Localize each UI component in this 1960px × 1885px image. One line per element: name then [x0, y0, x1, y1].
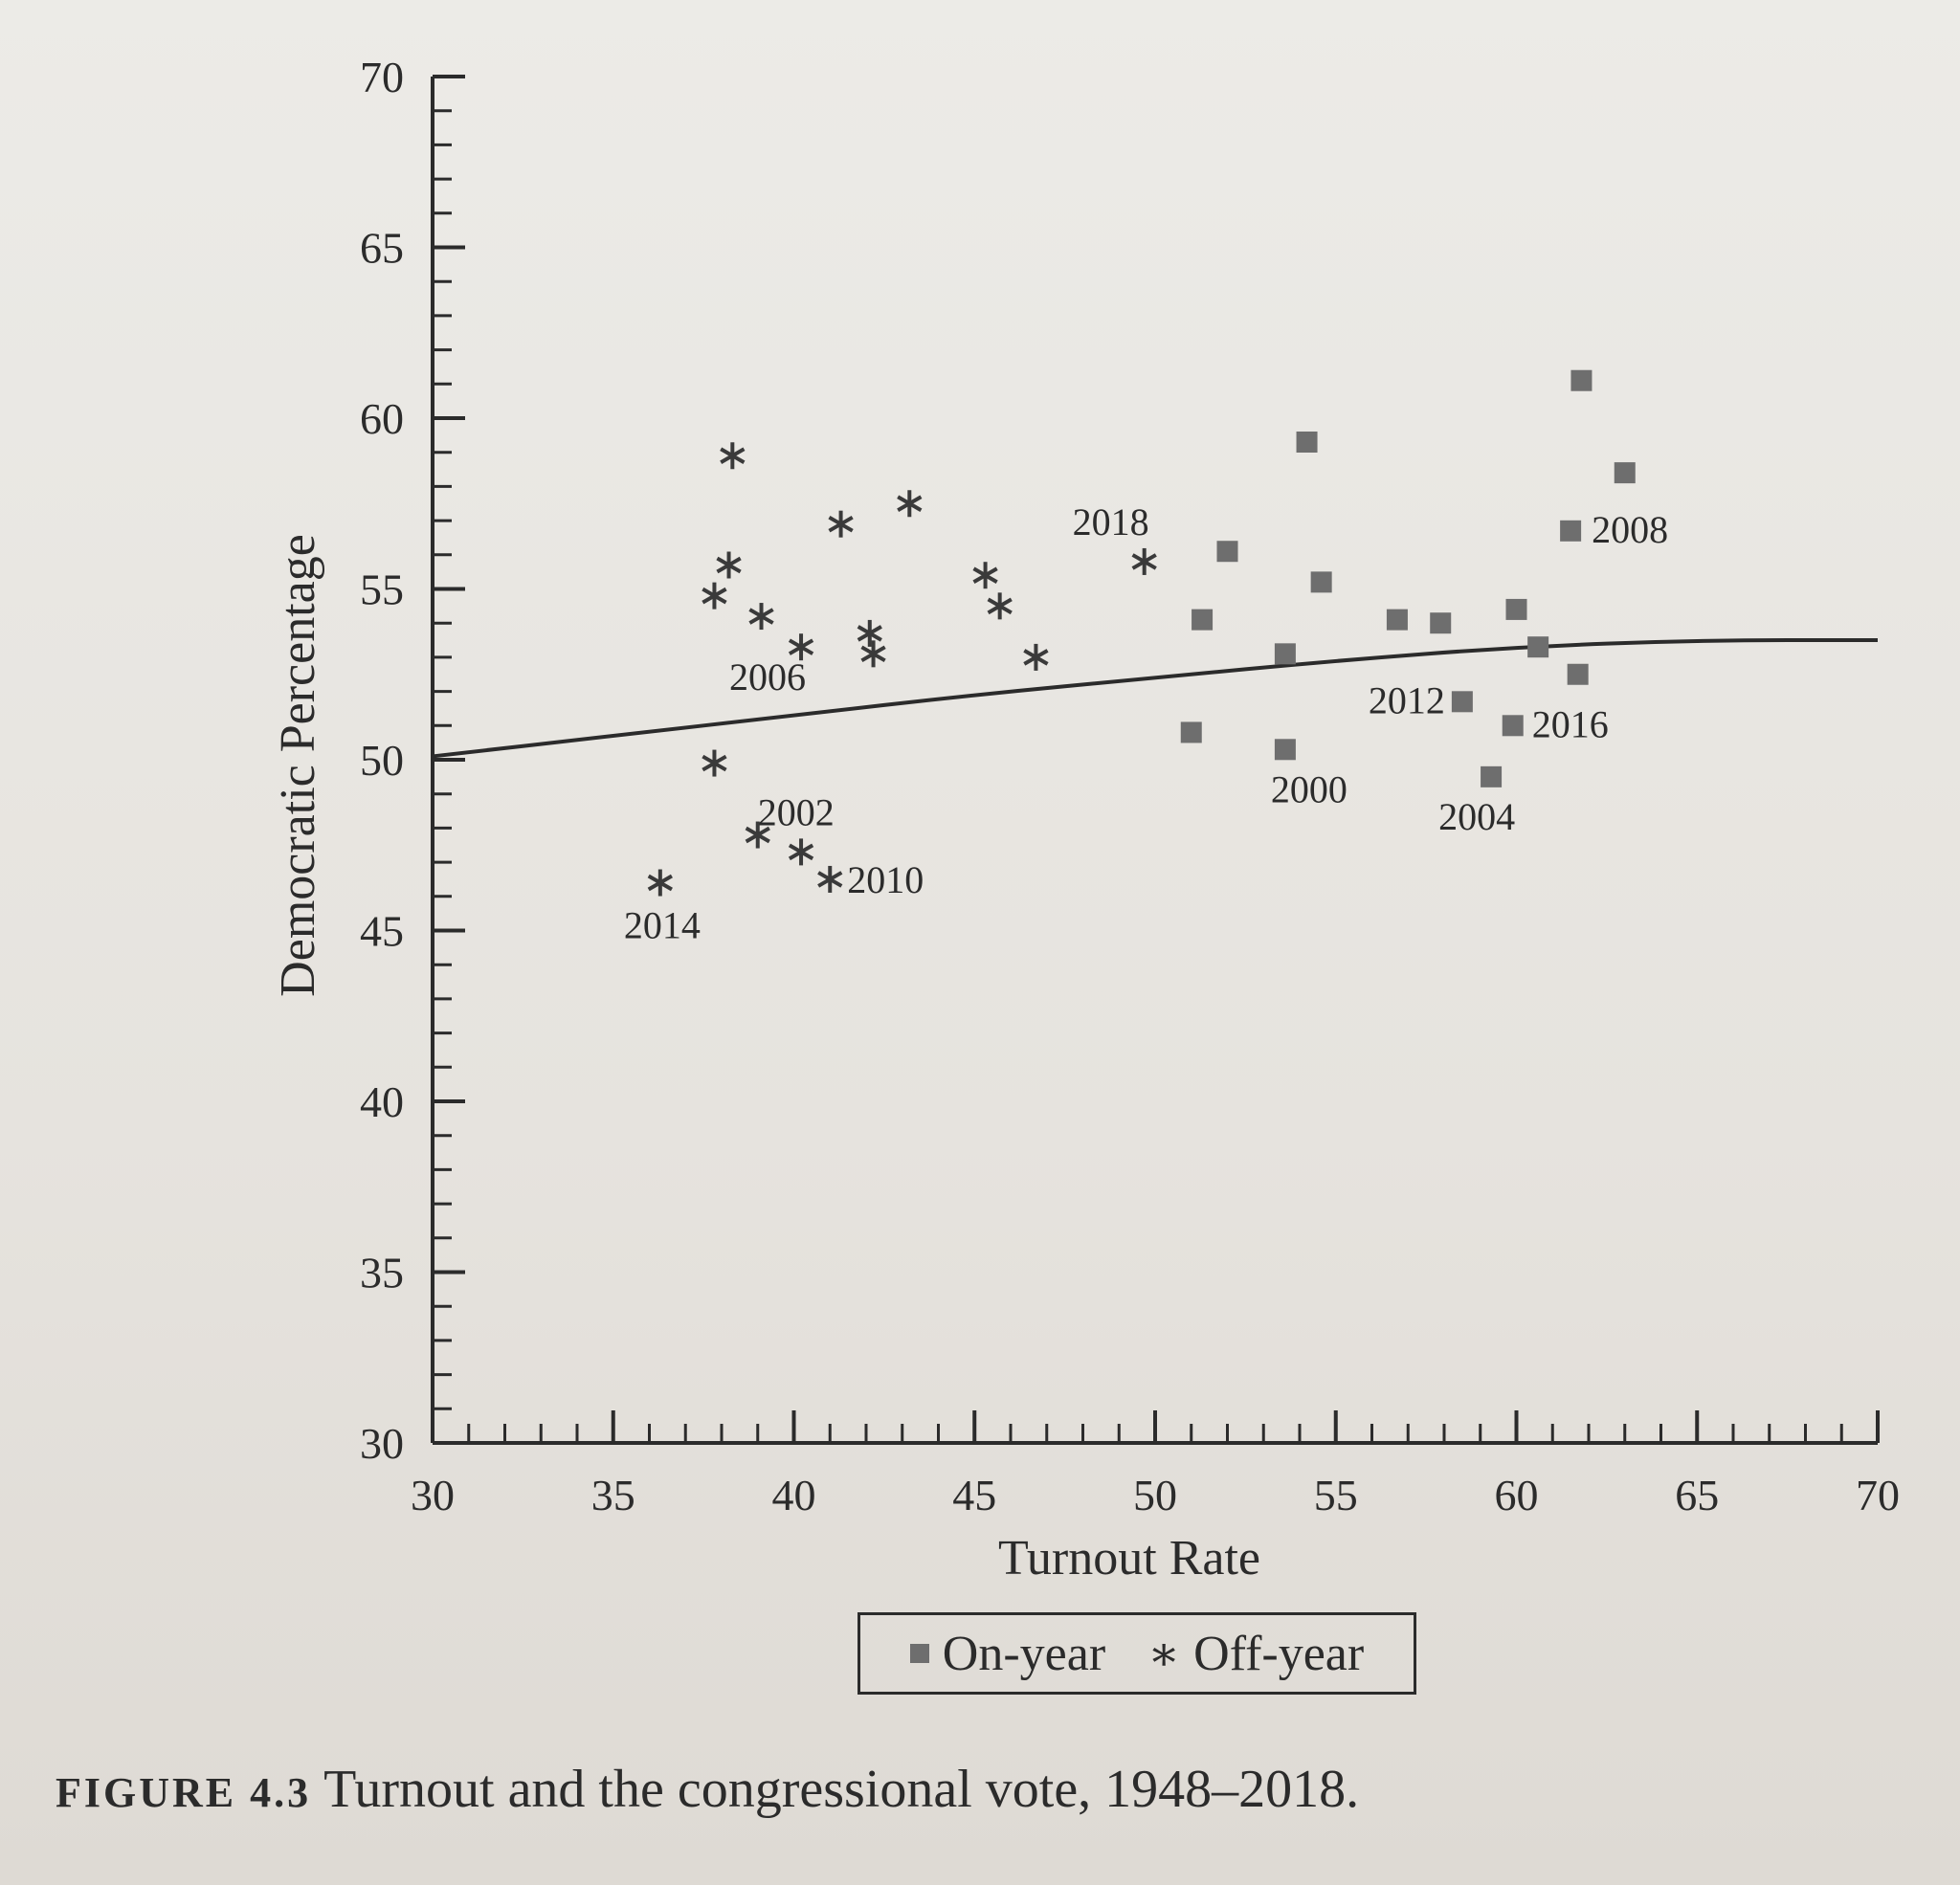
off-year-point — [745, 821, 770, 849]
on-year-point — [1502, 715, 1524, 737]
point-label: 2006 — [729, 655, 806, 699]
figure-caption: FIGURE 4.3 Turnout and the congressional… — [56, 1759, 1359, 1820]
square-marker-icon — [909, 1644, 929, 1663]
on-year-point — [1192, 609, 1214, 631]
on-year-point — [1430, 612, 1452, 634]
legend-item-off-year: ∗ Off-year — [1147, 1626, 1364, 1682]
legend-label-off-year: Off-year — [1193, 1626, 1365, 1681]
y-tick-label: 50 — [360, 736, 404, 785]
on-year-point — [1527, 636, 1549, 658]
y-tick-label: 55 — [360, 566, 404, 614]
off-year-point — [972, 562, 998, 589]
x-tick-label: 35 — [591, 1471, 635, 1519]
on-year-point — [1505, 598, 1527, 620]
on-year-point — [1216, 541, 1238, 563]
chart-legend: On-year ∗ Off-year — [858, 1612, 1416, 1695]
off-year-point — [702, 582, 727, 610]
on-year-point — [1310, 571, 1332, 593]
x-tick-label: 65 — [1675, 1471, 1719, 1519]
point-label: 2014 — [624, 904, 701, 947]
asterisk-marker-icon: ∗ — [1147, 1627, 1181, 1680]
y-tick-label: 45 — [360, 907, 404, 956]
x-tick-label: 70 — [1856, 1471, 1900, 1519]
y-axis-title: Democratic Percentage — [271, 534, 325, 997]
chart-axes — [431, 77, 1878, 1445]
y-tick-label: 30 — [360, 1419, 404, 1468]
legend-label-on-year: On-year — [942, 1626, 1106, 1681]
point-label: 2000 — [1271, 767, 1348, 810]
off-year-point — [857, 619, 882, 647]
off-year-point — [987, 592, 1013, 620]
trend-line — [432, 638, 1878, 759]
off-year-point — [860, 640, 886, 668]
y-tick-label: 65 — [360, 224, 404, 273]
off-year-point — [702, 749, 727, 777]
y-tick-label: 70 — [360, 53, 404, 101]
on-year-point — [1451, 691, 1473, 713]
off-year-point — [1023, 643, 1049, 671]
on-year-point — [1560, 520, 1582, 542]
y-tick-label: 40 — [360, 1077, 404, 1126]
chart-point-labels: 2000 2004 2008 2012 2016 2006 2002 2010 2014 2018 — [624, 500, 1668, 947]
point-label: 2002 — [758, 791, 835, 834]
chart-points — [647, 369, 1636, 897]
off-year-point — [647, 869, 673, 897]
point-label: 2016 — [1532, 702, 1609, 745]
chart-tick-labels: 30 35 40 45 50 55 60 65 70 30 35 40 45 50 55 60 65 70 — [360, 53, 1900, 1519]
point-label: 2012 — [1369, 678, 1445, 721]
y-tick-label: 60 — [360, 394, 404, 443]
point-label: 2010 — [847, 858, 924, 901]
on-year-point — [1296, 431, 1318, 453]
on-year-point — [1570, 369, 1592, 391]
off-year-point — [720, 442, 746, 470]
on-year-point — [1180, 721, 1202, 743]
off-year-point — [828, 510, 854, 538]
x-tick-label: 50 — [1133, 1471, 1177, 1519]
on-year-point — [1614, 462, 1636, 484]
on-year-point — [1567, 663, 1589, 685]
off-year-point — [788, 633, 814, 661]
off-year-point — [897, 490, 923, 518]
chart-ticks — [431, 75, 1880, 1445]
off-year-point — [748, 603, 774, 631]
figure-label: FIGURE 4.3 — [56, 1769, 312, 1816]
off-year-point — [788, 838, 814, 866]
on-year-point — [1386, 609, 1408, 631]
point-label: 2004 — [1438, 795, 1515, 838]
figure-caption-text: Turnout and the congressional vote, 1948… — [323, 1760, 1360, 1819]
off-year-point — [1131, 547, 1157, 575]
legend-item-on-year: On-year — [909, 1626, 1106, 1682]
x-tick-label: 60 — [1495, 1471, 1539, 1519]
off-year-point — [716, 551, 742, 579]
x-tick-label: 40 — [772, 1471, 816, 1519]
x-tick-label: 55 — [1314, 1471, 1358, 1519]
on-year-point — [1274, 643, 1296, 665]
on-year-point — [1274, 739, 1296, 761]
x-tick-label: 45 — [952, 1471, 996, 1519]
point-label: 2008 — [1592, 508, 1668, 551]
point-label: 2018 — [1073, 500, 1149, 543]
x-tick-label: 30 — [411, 1471, 455, 1519]
x-axis-title: Turnout Rate — [998, 1531, 1260, 1586]
y-tick-label: 35 — [360, 1249, 404, 1297]
on-year-point — [1481, 765, 1503, 787]
off-year-point — [817, 865, 843, 893]
